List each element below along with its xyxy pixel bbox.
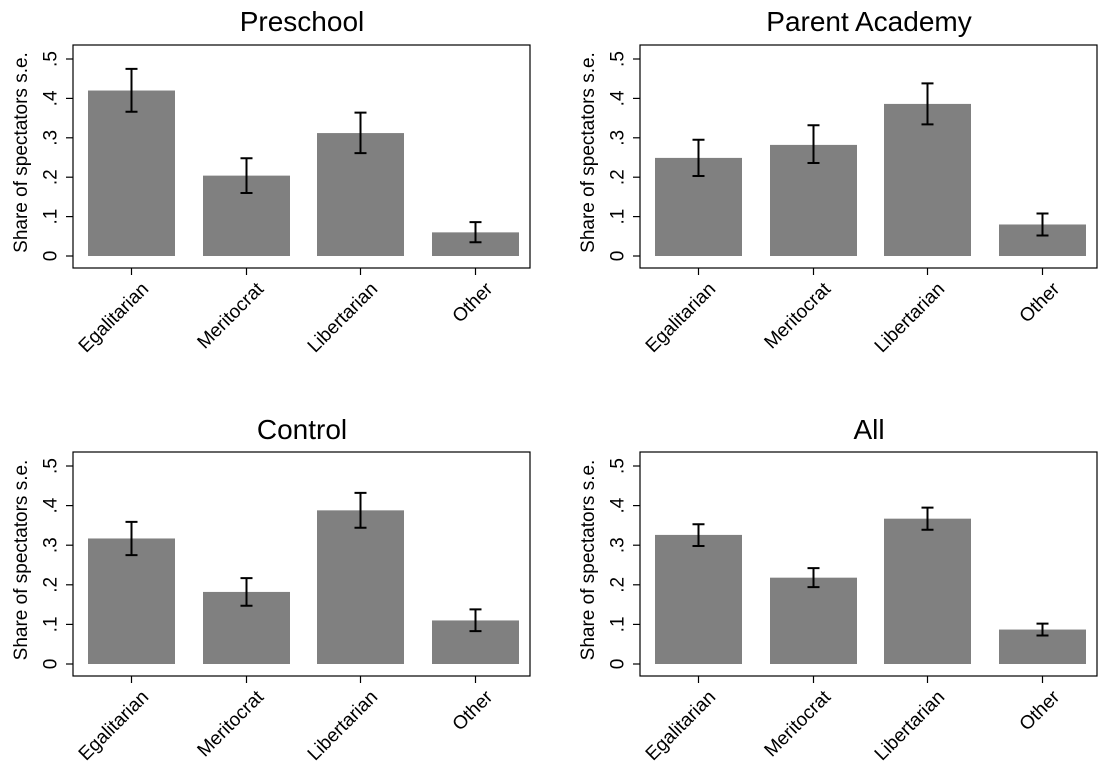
x-tick-label: Egalitarian — [642, 279, 720, 357]
error-bar — [807, 567, 820, 589]
plot-frame — [639, 451, 1098, 677]
x-tick-label: Egalitarian — [75, 687, 153, 765]
error-bar — [469, 608, 482, 633]
x-tick-label: Libertarian — [871, 279, 949, 357]
y-tick-label: .5 — [608, 458, 629, 474]
x-tick-label: Other — [1016, 278, 1065, 327]
y-tick-label: 0 — [608, 659, 629, 670]
bar — [88, 538, 175, 664]
y-tick-label: .3 — [41, 537, 62, 553]
x-tick-label: Other — [449, 278, 498, 327]
bar — [770, 577, 857, 664]
error-bar — [125, 67, 138, 113]
x-tick-label: Libertarian — [304, 687, 382, 765]
y-tick-label: .3 — [41, 130, 62, 146]
y-tick-label: .2 — [608, 577, 629, 593]
y-tick-label: .2 — [41, 577, 62, 593]
bar — [432, 232, 519, 256]
error-bar — [125, 520, 138, 557]
y-tick-label: 0 — [41, 251, 62, 262]
x-tick-label: Meritocrat — [761, 686, 836, 761]
error-bar — [692, 523, 705, 547]
y-tick-label: .5 — [41, 458, 62, 474]
x-tick-label: Libertarian — [304, 279, 382, 357]
error-bar — [1036, 212, 1049, 237]
bar — [655, 534, 742, 664]
y-tick-label: .5 — [41, 51, 62, 67]
chart-panel: Control Share of spectators s.e. 0 .1 .2 .3 .4… — [11, 414, 531, 765]
chart-panel: Parent Academy Share of spectators s.e. 0.… — [578, 6, 1098, 357]
bar — [317, 510, 404, 664]
error-bar — [692, 138, 705, 178]
x-tick-label: Libertarian — [871, 687, 949, 765]
bar — [884, 103, 971, 256]
plot-frame — [72, 451, 531, 677]
y-tick-label: .3 — [608, 130, 629, 146]
y-axis-label: Share of spectators s.e. — [578, 52, 599, 253]
chart-panel: Preschool Share of spectators s.e. 0 .1 .2 .3… — [11, 6, 531, 357]
error-bar — [240, 577, 253, 607]
y-tick-label: 0 — [608, 251, 629, 262]
y-tick-label: .5 — [608, 51, 629, 67]
error-bar — [807, 124, 820, 165]
error-bar — [921, 506, 934, 531]
x-tick-label: Meritocrat — [194, 278, 269, 353]
chart-title: Parent Academy — [766, 6, 971, 37]
y-tick-label: .4 — [608, 497, 629, 513]
x-tick-label: Other — [449, 686, 498, 735]
error-bar — [354, 491, 367, 529]
y-tick-label: 0 — [41, 659, 62, 670]
chart-panel: All Share of spectators s.e. 0 .1 .2 .3 .4 .5 Eg… — [578, 414, 1098, 765]
plot-frame — [72, 44, 531, 269]
y-tick-label: .2 — [608, 169, 629, 185]
error-bar — [469, 221, 482, 244]
chart-title: Preschool — [240, 6, 365, 37]
x-tick-label: Meritocrat — [194, 686, 269, 761]
y-tick-label: .4 — [41, 90, 62, 106]
chart-title: All — [853, 414, 884, 445]
bar — [884, 518, 971, 664]
y-tick-label: .1 — [608, 616, 629, 632]
error-bar — [240, 157, 253, 194]
y-tick-label: .3 — [608, 537, 629, 553]
x-tick-label: Meritocrat — [761, 278, 836, 353]
y-tick-label: .4 — [608, 90, 629, 106]
y-tick-label: .2 — [41, 169, 62, 185]
error-bar — [1036, 622, 1049, 637]
error-bar — [354, 111, 367, 155]
chart-title: Control — [257, 414, 347, 445]
bar — [88, 90, 175, 257]
y-axis-label: Share of spectators s.e. — [11, 52, 32, 253]
plot-frame — [639, 44, 1098, 269]
x-tick-label: Other — [1016, 686, 1065, 735]
error-bar — [921, 82, 934, 126]
x-tick-label: Egalitarian — [642, 687, 720, 765]
y-tick-label: .4 — [41, 497, 62, 513]
y-axis-label: Share of spectators s.e. — [11, 460, 32, 661]
y-tick-label: .1 — [41, 616, 62, 632]
y-tick-label: .1 — [608, 209, 629, 225]
y-tick-label: .1 — [41, 209, 62, 225]
y-axis-label: Share of spectators s.e. — [578, 460, 599, 661]
x-tick-label: Egalitarian — [75, 279, 153, 357]
